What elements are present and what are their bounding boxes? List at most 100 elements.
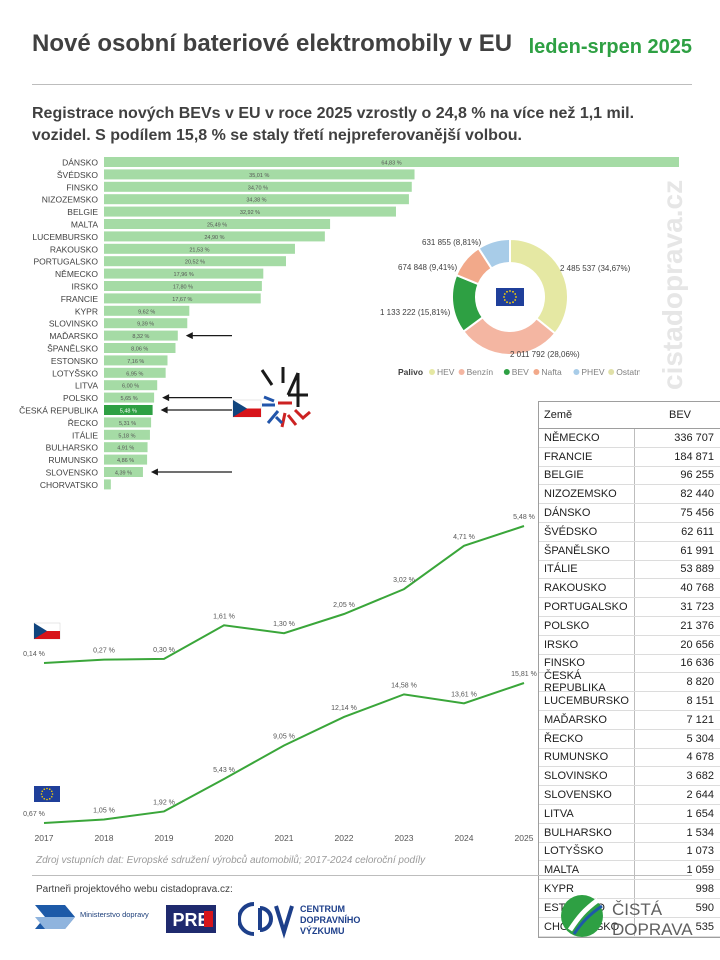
point-label: 12,14 % [331,705,357,712]
table-cell-bev: 20 656 [680,638,714,651]
table-cell-country: BULHARSKO [539,823,635,842]
x-tick-label: 2025 [515,833,534,843]
bar-category-label: FINSKO [66,182,98,192]
donut-slice-label: 1 133 222 (15,81%) [380,308,451,317]
table-cell-bev: 1 073 [686,845,714,858]
logo-ministerstvo-dopravy[interactable]: Ministerstvo dopravy [30,895,180,940]
point-label: 1,92 % [153,799,175,806]
bar-data-label: 8,06 % [131,347,148,353]
table-cell-bev: 53 889 [680,563,714,576]
cz-flag-icon [232,399,262,418]
x-tick-label: 2024 [455,833,474,843]
table-cell-bev: 16 636 [680,657,714,670]
bar [104,206,396,217]
table-cell-country: LOTYŠSKO [539,842,635,861]
bev-table: Země BEV NĚMECKO 336 707 FRANCIE 184 871 BEL… [538,401,720,938]
arrow-icon [160,406,232,414]
bar [104,343,176,353]
eu-flag-icon [34,786,60,802]
point-label: 2,05 % [333,602,355,609]
table-row: ITÁLIE 53 889 [539,560,720,580]
donut-slice [477,237,511,270]
table-row: NIZOZEMSKO 82 440 [539,485,720,505]
column-header-bev: BEV [669,409,692,421]
bar-category-label: PORTUGALSKO [33,257,98,267]
bar [104,231,325,242]
point-label: 0,30 % [153,647,175,654]
x-tick-label: 2020 [215,833,234,843]
bar-category-label: ESTONSKO [51,356,98,366]
logo-cdv-text: VÝZKUMU [300,925,345,936]
ev-logo-icon [260,367,311,428]
table-row: ŘECKO 5 304 [539,729,720,749]
bar-data-label: 4,86 % [117,458,134,464]
table-cell-bev: 82 440 [680,488,714,501]
logo-cista-doprava[interactable]: ČISTÁ DOPRAVA [560,890,705,945]
bar-data-label: 5,65 % [120,396,137,402]
point-label: 9,05 % [273,734,295,741]
table-row: SLOVINSKO 3 682 [539,767,720,787]
bar-data-label: 17,67 % [172,297,192,303]
bar-category-label: LUCEMBURSKO [32,232,98,242]
table-cell-country: NĚMECKO [539,429,635,447]
donut-slice-label: 2 011 792 (28,06%) [510,350,580,359]
point-label: 0,27 % [93,648,115,655]
table-cell-bev: 2 644 [686,789,714,802]
donut-slice [509,237,569,335]
logo-cista-text: DOPRAVA [612,920,693,939]
point-label: 1,05 % [93,807,115,814]
table-cell-country: LUCEMBURSKO [539,692,635,710]
table-cell-country: SLOVINSKO [539,767,635,786]
legend-entry: PHEV [581,367,604,377]
bar [104,169,415,180]
x-tick-label: 2021 [275,833,294,843]
table-cell-country: FRANCIE [539,447,635,466]
table-cell-country: RUMUNSKO [539,748,635,767]
bar-data-label: 6,95 % [126,371,143,377]
bar [104,467,143,477]
bar [104,417,152,428]
donut-slice-label: 674 848 (9,41%) [398,263,457,272]
logo-md-text: Ministerstvo dopravy [80,910,149,919]
point-label: 13,61 % [451,691,477,698]
bar-category-label: ŠPANĚLSKO [47,344,98,354]
bar-data-label: 4,39 % [115,471,132,477]
bar [104,367,166,378]
table-cell-country: IRSKO [539,635,635,654]
table-cell-bev: 4 678 [686,751,714,764]
legend-entry: Benzín [467,367,494,377]
table-cell-country: NIZOZEMSKO [539,485,635,504]
table-cell-country: ITÁLIE [539,560,635,579]
ev-logo-group [232,367,311,428]
table-cell-country: POLSKO [539,616,635,635]
bar [104,293,261,304]
bar-data-label: 20,52 % [185,260,205,266]
point-label: 1,30 % [273,621,295,628]
bar-category-label: MAĎARSKO [49,331,98,341]
table-row: BULHARSKO 1 534 [539,823,720,843]
bar-category-label: ČESKÁ REPUBLIKA [19,406,98,416]
logo-cdv[interactable]: CENTRUM DOPRAVNÍHO VÝZKUMU [238,900,378,940]
bar [104,429,150,440]
logo-cista-text: ČISTÁ [612,900,663,919]
point-label: 0,67 % [23,811,45,818]
table-row: RAKOUSKO 40 768 [539,579,720,599]
bar-data-label: 35,01 % [249,173,269,179]
table-cell-bev: 1 059 [686,864,714,877]
table-cell-country: LITVA [539,804,635,823]
bar [104,194,409,205]
table-cell-country: ŘECKO [539,729,635,748]
table-cell-bev: 7 121 [686,713,714,726]
bar-category-label: CHORVATSKO [40,480,98,490]
table-cell-bev: 184 871 [674,450,714,463]
bar-category-label: RUMUNSKO [48,455,98,465]
legend-marker [608,369,615,375]
bar-category-label: RAKOUSKO [50,244,99,254]
table-cell-bev: 8 151 [686,695,714,708]
logo-cdv-text: CENTRUM [300,904,345,914]
logo-pre[interactable]: PRE [166,905,216,935]
bar-data-label: 21,53 % [189,247,209,253]
table-cell-bev: 5 304 [686,732,714,745]
table-cell-bev: 1 534 [686,826,714,839]
table-row: NĚMECKO 336 707 [539,429,720,448]
